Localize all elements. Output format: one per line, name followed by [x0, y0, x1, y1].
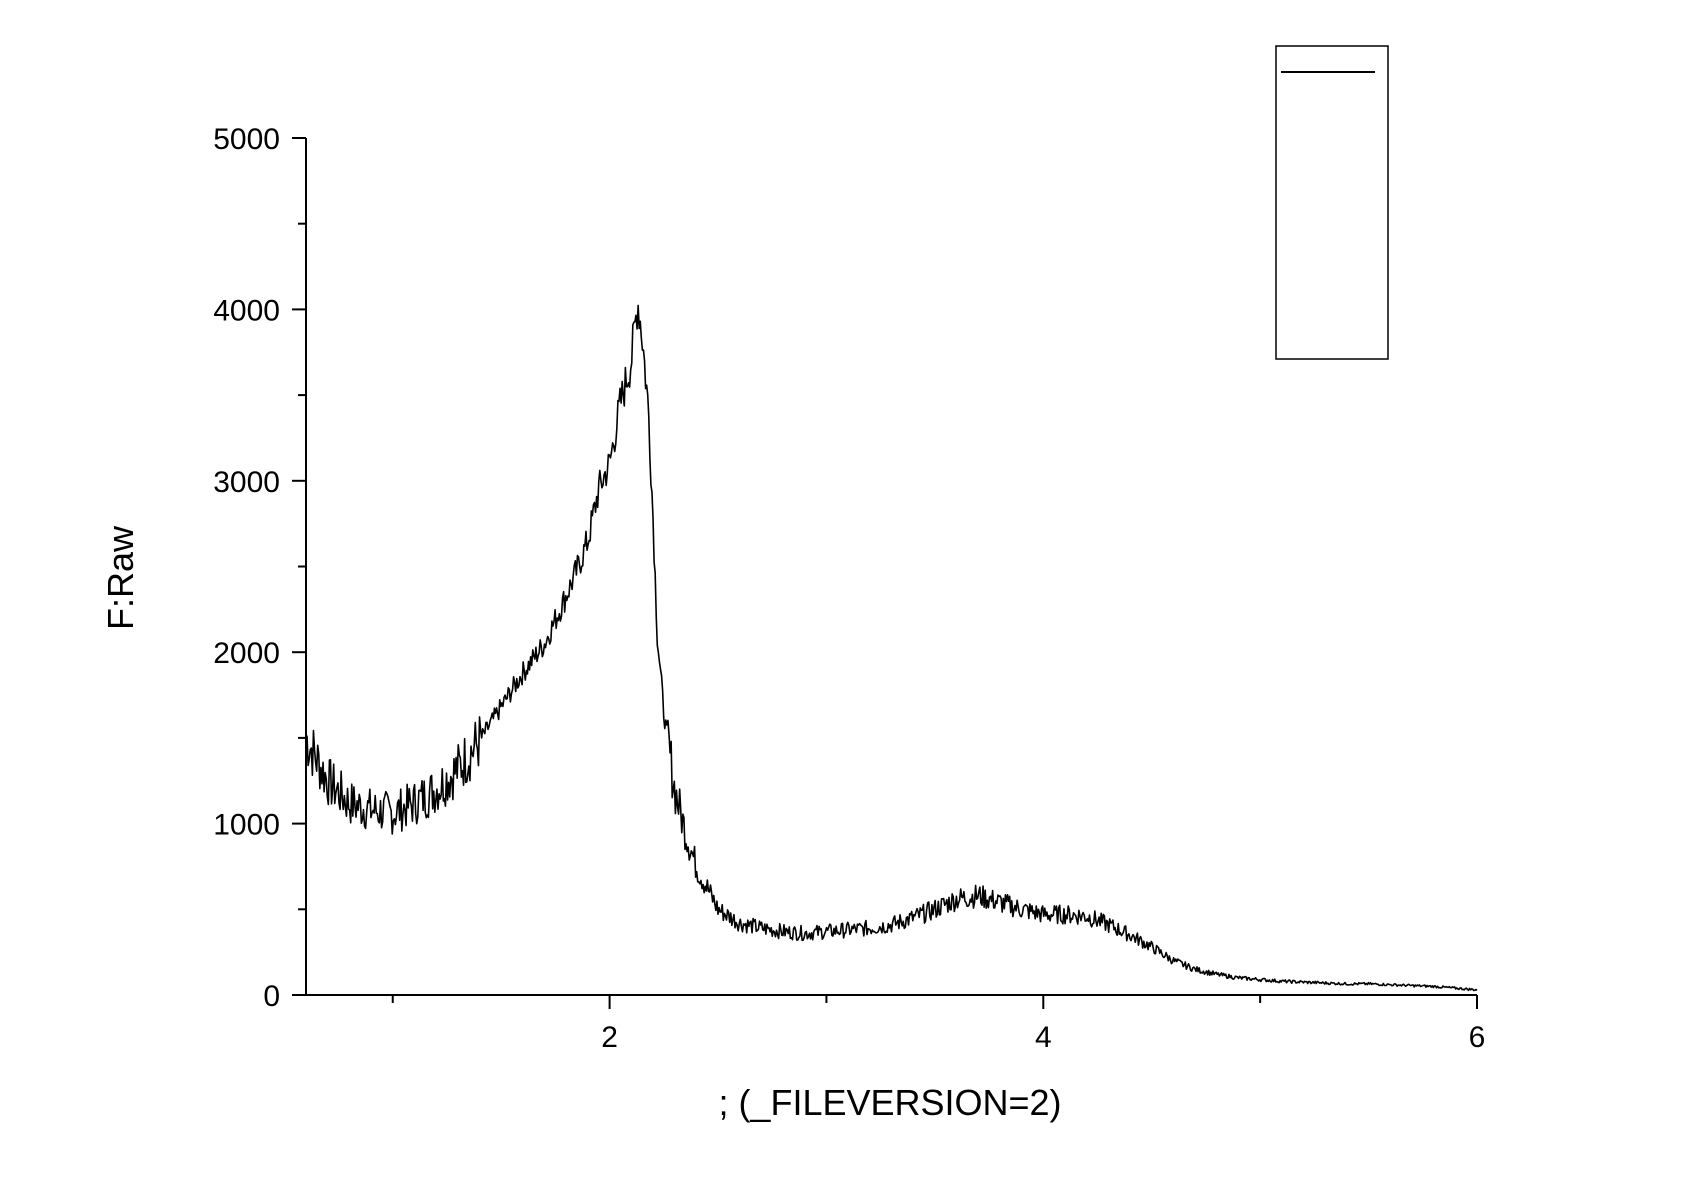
x-tick-label: 6: [1469, 1021, 1486, 1054]
y-tick-label: 4000: [213, 294, 280, 327]
x-axis-title: ; (_FILEVERSION=2): [718, 1082, 1061, 1123]
x-ticks: 2 4 6: [391, 995, 1486, 1054]
y-tick-label: 2000: [213, 637, 280, 670]
legend-frame: [1275, 45, 1389, 360]
y-ticks: 0 1000 2000 3000 4000 5000: [213, 123, 306, 1013]
y-axis-title: F:Raw: [100, 525, 141, 630]
legend-box: [1275, 45, 1389, 360]
y-tick-label: 0: [263, 980, 280, 1013]
y-tick-label: 5000: [213, 123, 280, 156]
series-line: [305, 304, 1478, 992]
y-tick-label: 1000: [213, 809, 280, 842]
x-tick-label: 2: [601, 1021, 618, 1054]
x-tick-label: 4: [1035, 1021, 1052, 1054]
y-tick-label: 3000: [213, 466, 280, 499]
